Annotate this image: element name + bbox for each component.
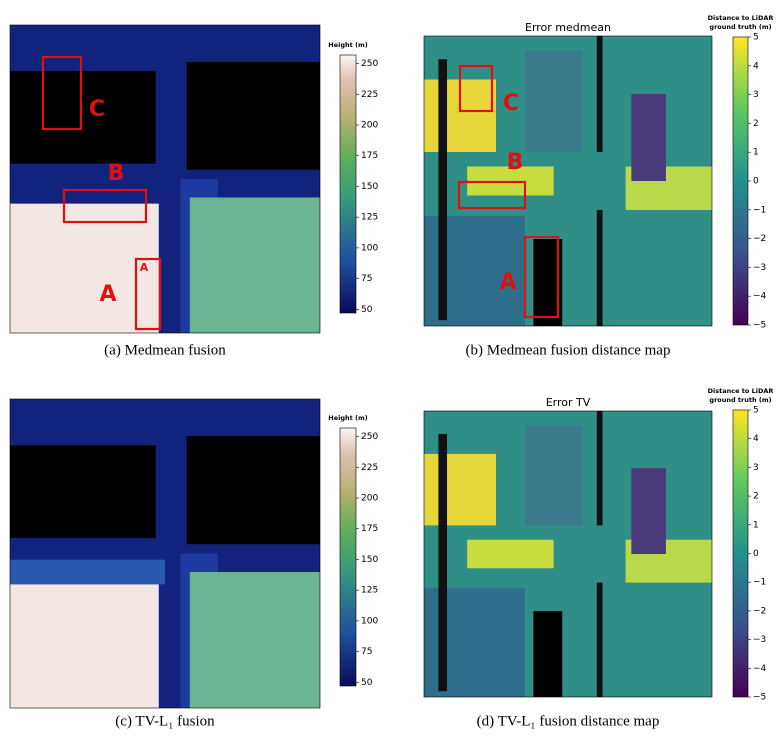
- colorbar: [340, 428, 356, 686]
- image-region: [190, 197, 320, 333]
- colorbar-tick-label: 3: [753, 90, 759, 100]
- image-region: [525, 51, 583, 153]
- colorbar-tick-label: 5: [753, 406, 759, 416]
- colorbar-tick-label: −4: [753, 292, 767, 302]
- colorbar-tick-label: 50: [361, 678, 373, 688]
- colorbar-label: Distance to LiDAR: [708, 14, 774, 22]
- image-region: [438, 59, 447, 320]
- colorbar-tick-label: 50: [361, 305, 373, 315]
- image-region: [467, 540, 553, 569]
- colorbar-tick-label: 1: [753, 520, 759, 530]
- colorbar-tick-label: 100: [361, 243, 378, 253]
- colorbar-tick-label: 150: [361, 182, 378, 192]
- colorbar-tick-label: 125: [361, 586, 378, 596]
- image-region: [10, 578, 159, 708]
- caption: (c) TV-L₁ fusion: [115, 713, 215, 729]
- image-region: [424, 454, 496, 526]
- colorbar-label: Distance to LiDAR: [708, 387, 774, 395]
- colorbar-tick-label: −2: [753, 234, 766, 244]
- annotation-label: B: [507, 150, 524, 175]
- colorbar-label: Height (m): [328, 414, 367, 422]
- image-region: [597, 210, 603, 326]
- image-region: [525, 425, 583, 525]
- colorbar-tick-label: 100: [361, 616, 378, 626]
- annotation-label: A: [499, 270, 516, 295]
- colorbar-label: ground truth (m): [709, 396, 771, 404]
- image-region: [631, 94, 666, 181]
- colorbar-tick-label: 250: [361, 432, 378, 442]
- figure: (a) Medmean fusionHeight (m)507510012515…: [0, 0, 777, 743]
- colorbar: [733, 410, 748, 697]
- colorbar-label: Height (m): [328, 41, 367, 49]
- colorbar-tick-label: −5: [753, 693, 766, 703]
- caption: (d) TV-L₁ fusion distance map: [477, 713, 660, 729]
- colorbar-tick-label: 250: [361, 59, 378, 69]
- colorbar-tick-label: 4: [753, 434, 759, 444]
- annotation-label: C: [503, 91, 519, 116]
- annotation-label: A: [99, 282, 116, 307]
- colorbar-tick-label: −3: [753, 635, 766, 645]
- colorbar-tick-label: 200: [361, 494, 378, 504]
- image-region: [533, 611, 562, 697]
- colorbar-tick-label: 225: [361, 90, 378, 100]
- colorbar-tick-label: 5: [753, 33, 759, 43]
- colorbar-tick-label: −5: [753, 321, 766, 331]
- image-region: [187, 62, 320, 170]
- colorbar-tick-label: 75: [361, 274, 372, 284]
- annotation-label: C: [89, 97, 105, 122]
- colorbar-tick-label: −1: [753, 578, 766, 588]
- colorbar-tick-label: 125: [361, 213, 378, 223]
- colorbar-tick-label: 225: [361, 463, 378, 473]
- colorbar-tick-label: 2: [753, 119, 759, 129]
- colorbar-tick-label: −1: [753, 205, 766, 215]
- colorbar-tick-label: 175: [361, 524, 378, 534]
- colorbar: [733, 37, 748, 325]
- image-region: [597, 36, 603, 152]
- caption: (b) Medmean fusion distance map: [466, 342, 671, 358]
- image-region: [10, 71, 156, 163]
- image-region: [190, 572, 320, 708]
- image-region: [631, 468, 666, 554]
- colorbar-tick-label: 150: [361, 555, 378, 565]
- image-region: [438, 434, 447, 691]
- colorbar-tick-label: 200: [361, 121, 378, 131]
- annotation-label: B: [108, 161, 125, 186]
- image-region: [597, 583, 603, 697]
- colorbar: [340, 55, 356, 313]
- colorbar-tick-label: 0: [753, 549, 759, 559]
- colorbar-label: ground truth (m): [709, 23, 771, 31]
- plot-title: Error TV: [546, 396, 591, 409]
- image-region: [10, 445, 156, 538]
- caption: (a) Medmean fusion: [104, 342, 226, 358]
- image-region: [187, 436, 320, 544]
- colorbar-tick-label: −4: [753, 664, 767, 674]
- colorbar-tick-label: 3: [753, 463, 759, 473]
- colorbar-tick-label: 0: [753, 177, 759, 187]
- colorbar-tick-label: 175: [361, 151, 378, 161]
- colorbar-tick-label: 75: [361, 647, 372, 657]
- image-region: [10, 560, 165, 585]
- colorbar-tick-label: −3: [753, 263, 766, 273]
- image-region: [597, 411, 603, 525]
- colorbar-tick-label: 2: [753, 492, 759, 502]
- colorbar-tick-label: 4: [753, 61, 759, 71]
- colorbar-tick-label: 1: [753, 148, 759, 158]
- plot-title: Error medmean: [525, 21, 611, 34]
- colorbar-tick-label: −2: [753, 606, 766, 616]
- annotation-label: A: [140, 261, 149, 274]
